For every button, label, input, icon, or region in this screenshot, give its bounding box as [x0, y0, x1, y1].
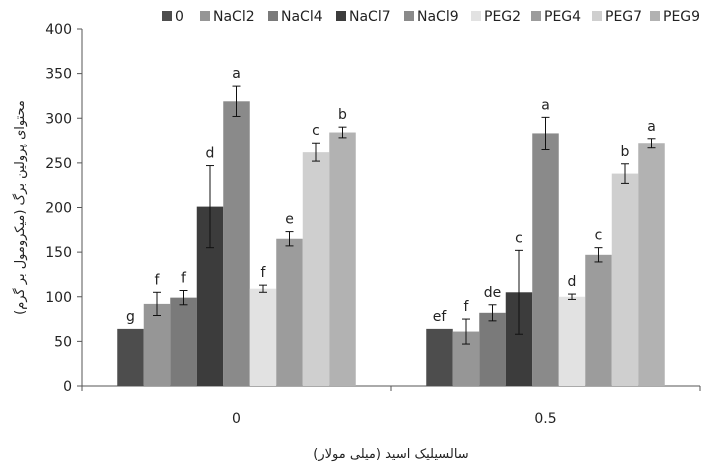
bar	[585, 254, 612, 386]
legend-label: NaCl9	[417, 9, 459, 25]
bar	[143, 303, 171, 386]
bar	[302, 152, 330, 386]
legend-label: NaCl7	[349, 9, 391, 25]
significance-label: d	[206, 146, 215, 162]
x-tick-label: 0.5	[534, 411, 556, 427]
bar	[329, 132, 356, 386]
bar	[532, 133, 559, 386]
significance-label: c	[312, 123, 320, 139]
y-tick-label: 200	[45, 201, 72, 217]
bar	[638, 143, 665, 386]
x-tick-label: 0	[232, 411, 241, 427]
legend-label: PEG9	[663, 9, 700, 25]
x-axis-title: سالسیلیک اسید (میلی مولار)	[313, 447, 468, 462]
bar	[170, 297, 197, 386]
y-tick-label: 150	[45, 245, 72, 261]
significance-label: f	[261, 265, 267, 281]
significance-label: c	[595, 228, 603, 244]
significance-label: a	[232, 66, 241, 82]
significance-label: d	[568, 274, 577, 290]
legend-swatch	[650, 11, 660, 21]
legend-swatch	[336, 11, 346, 21]
significance-label: g	[126, 309, 135, 325]
legend-swatch	[268, 11, 278, 21]
significance-label: ef	[433, 309, 448, 325]
legend-label: NaCl2	[213, 9, 255, 25]
legend-swatch	[531, 11, 541, 21]
significance-label: f	[155, 272, 161, 288]
legend-swatch	[404, 11, 414, 21]
significance-label: a	[647, 119, 656, 135]
bar	[611, 173, 639, 386]
significance-label: a	[541, 97, 550, 113]
y-tick-label: 300	[45, 111, 72, 127]
bar	[426, 328, 453, 386]
y-tick-label: 100	[45, 290, 72, 306]
significance-label: de	[484, 285, 502, 301]
bar	[276, 238, 303, 386]
significance-label: f	[181, 271, 187, 287]
y-tick-label: 50	[54, 334, 72, 350]
legend-swatch	[200, 11, 210, 21]
bar	[249, 288, 277, 386]
significance-label: f	[464, 299, 470, 315]
y-axis-title: محتوای پرولین برگ (میکرومول بر گرم)	[11, 100, 28, 315]
bar	[117, 328, 144, 386]
legend-label: 0	[175, 9, 184, 25]
legend: 0 NaCl2 NaCl4 NaCl7 NaCl9 PEG2 PEG4 PEG7 PEG9	[162, 9, 700, 25]
legend-label: PEG2	[484, 9, 521, 25]
significance-label: b	[621, 144, 630, 160]
legend-swatch	[162, 11, 172, 21]
y-tick-label: 350	[45, 67, 72, 83]
legend-label: NaCl4	[281, 9, 323, 25]
y-axis: 0 50 100 150 200 250 300 350 400	[45, 22, 83, 395]
y-tick-label: 0	[63, 379, 72, 395]
legend-label: PEG4	[544, 9, 581, 25]
significance-label: b	[338, 107, 347, 123]
bar	[223, 101, 250, 386]
significance-label: c	[515, 230, 523, 246]
legend-swatch	[592, 11, 602, 21]
x-axis: 0 0.5	[81, 385, 701, 427]
y-tick-label: 400	[45, 22, 72, 38]
legend-swatch	[471, 11, 481, 21]
y-tick-label: 250	[45, 156, 72, 172]
bar	[558, 296, 586, 386]
significance-label: e	[285, 212, 294, 228]
bar	[479, 312, 506, 386]
legend-label: PEG7	[605, 9, 642, 25]
